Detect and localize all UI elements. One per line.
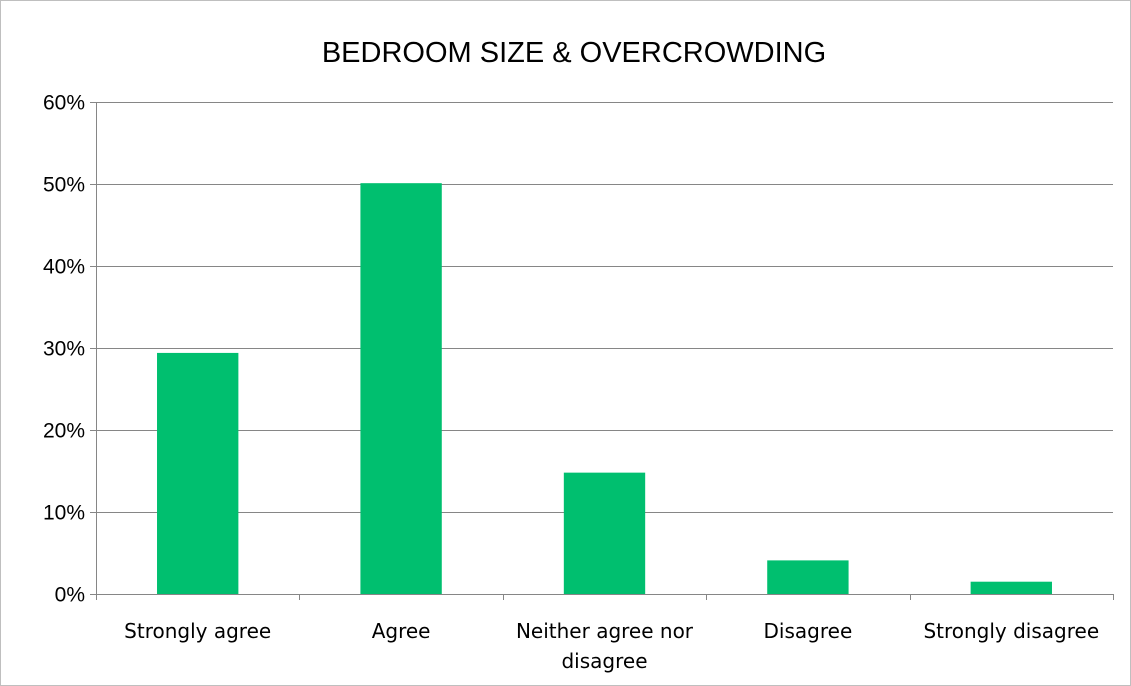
x-category-label: Disagree <box>764 619 853 643</box>
bar <box>970 581 1052 594</box>
y-tick-label: 50% <box>43 174 85 197</box>
y-tick-label: 60% <box>43 92 85 115</box>
bar <box>157 352 239 594</box>
x-category-label: Neither agree nor disagree <box>516 619 694 673</box>
axis-labels: 0% 10% 20% 30% 40% 50% 60% Strongly agree Agree N… <box>43 92 1099 674</box>
axes <box>90 102 1114 600</box>
bar <box>360 183 442 594</box>
y-tick-label: 30% <box>43 338 85 361</box>
y-tick-label: 10% <box>43 502 85 525</box>
gridlines <box>96 102 1113 513</box>
y-tick-label: 20% <box>43 420 85 443</box>
x-category-label: Agree <box>372 619 431 643</box>
y-tick-label: 40% <box>43 256 85 279</box>
x-category-label: Strongly agree <box>124 619 271 643</box>
x-category-label: Strongly disagree <box>923 619 1099 643</box>
chart-title: BEDROOM SIZE & OVERCROWDING <box>322 37 826 69</box>
bar <box>767 560 849 594</box>
y-tick-label: 0% <box>55 584 85 607</box>
bars <box>157 183 1052 594</box>
bar <box>563 472 646 594</box>
